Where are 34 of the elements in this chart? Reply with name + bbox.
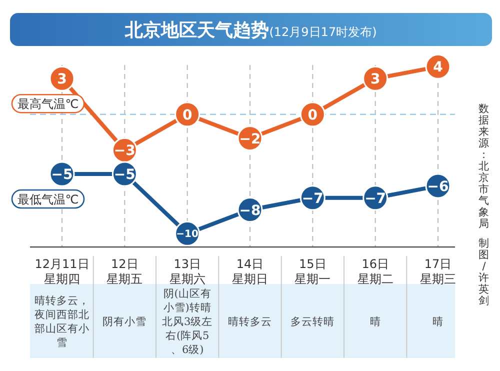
data-label: −10 <box>176 229 199 240</box>
x-tick-label: 12月11日星期四 <box>34 257 90 286</box>
data-label: 3 <box>57 72 67 88</box>
chart-title: 北京地区天气趋势 <box>124 20 270 40</box>
text: 多云转晴 <box>290 315 335 328</box>
data-label: −6 <box>427 178 449 195</box>
x-tick-label: 14日星期日 <box>232 257 268 286</box>
x-tick-label: 12日星期五 <box>106 257 143 286</box>
data-label: 3 <box>370 72 380 88</box>
data-label: 4 <box>433 60 444 76</box>
x-tick-label: 17日星期三 <box>420 257 456 286</box>
data-label: −7 <box>364 190 386 207</box>
text: 晴转多云，夜间西部北部山区有小雪 <box>34 294 90 349</box>
text: 制图/许英剑 <box>478 236 490 307</box>
data-label: −5 <box>51 167 73 184</box>
series-label: 最高气温℃ <box>17 97 79 112</box>
series-label: 最低气温℃ <box>17 192 79 207</box>
data-label: 0 <box>182 107 192 124</box>
chart-subtitle: (12月9日17时发布) <box>269 25 377 39</box>
text: 阴有小雪 <box>102 315 147 328</box>
text: 晴 <box>432 315 444 328</box>
text: 晴转多云 <box>228 315 272 328</box>
data-label: −3 <box>114 143 136 160</box>
text: 数据来源：北京市气象局 <box>478 103 490 230</box>
x-tick-label: 13日星期六 <box>169 257 206 286</box>
data-label: −5 <box>114 167 136 184</box>
data-label: −2 <box>239 131 261 148</box>
data-label: −8 <box>239 202 261 219</box>
text: 晴 <box>370 315 381 328</box>
data-label: −7 <box>302 190 324 207</box>
data-label: 0 <box>308 107 318 124</box>
x-tick-label: 15日星期一 <box>294 257 331 286</box>
text: 阴(山区有小雪)转晴北风3级左右(阵风5、6级) <box>162 287 213 356</box>
x-tick-label: 16日星期二 <box>357 257 394 286</box>
